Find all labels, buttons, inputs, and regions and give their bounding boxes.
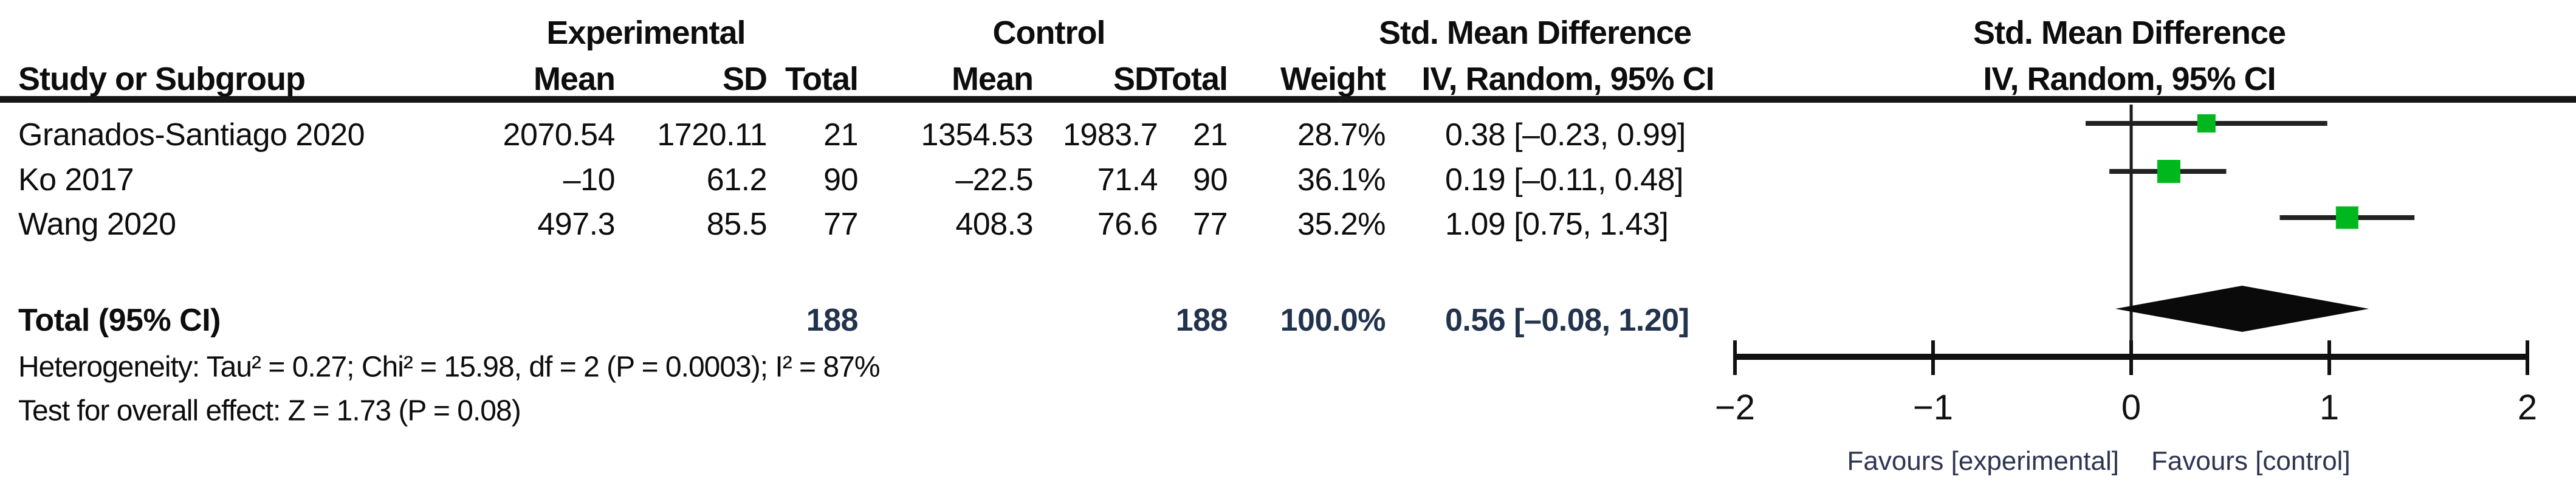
total-ci-text: 0.56 [–0.08, 1.20] xyxy=(1445,303,1689,338)
col-header-ctrl-mean: Mean xyxy=(951,61,1034,97)
cell-ctrl-total: 21 xyxy=(1193,117,1228,153)
total-weight: 100.0% xyxy=(1280,303,1386,338)
cell-exp-total: 21 xyxy=(823,117,858,153)
cell-weight: 35.2% xyxy=(1297,207,1386,242)
cell-weight: 36.1% xyxy=(1297,162,1386,198)
total-label: Total (95% CI) xyxy=(18,303,221,338)
cell-ctrl-sd: 1983.7 xyxy=(1062,117,1158,153)
heterogeneity-note: Heterogeneity: Tau² = 0.27; Chi² = 15.98… xyxy=(18,351,880,384)
cell-ctrl-mean: 1354.53 xyxy=(921,117,1034,153)
group-header-experimental: Experimental xyxy=(546,15,746,51)
cell-exp-sd: 1720.11 xyxy=(657,117,767,153)
axis-tick-label: 2 xyxy=(2518,388,2537,427)
axis-tick-label: −1 xyxy=(1913,388,1953,427)
col-header-exp-mean: Mean xyxy=(533,61,616,97)
cell-ctrl-sd: 76.6 xyxy=(1097,207,1158,242)
pooled-diamond xyxy=(2115,286,2369,332)
total-exp-total: 188 xyxy=(806,303,859,338)
effect-square xyxy=(2335,206,2358,229)
col-header-iv-right: IV, Random, 95% CI xyxy=(1983,61,2276,97)
overall-effect-note: Test for overall effect: Z = 1.73 (P = 0… xyxy=(18,394,521,427)
axis-tick-label: 0 xyxy=(2121,388,2141,427)
col-header-iv-left: IV, Random, 95% CI xyxy=(1421,61,1714,97)
col-header-study: Study or Subgroup xyxy=(18,61,306,97)
group-header-smd-left: Std. Mean Difference xyxy=(1378,15,1692,51)
cell-ctrl-mean: 408.3 xyxy=(955,207,1033,242)
cell-ctrl-total: 77 xyxy=(1193,207,1228,242)
cell-ctrl-mean: –22.5 xyxy=(955,162,1033,198)
col-header-exp-total: Total xyxy=(785,61,859,97)
favours-right-label: Favours [control] xyxy=(2151,446,2351,476)
col-header-ctrl-sd: SD xyxy=(1113,61,1158,97)
cell-weight: 28.7% xyxy=(1297,117,1386,153)
cell-exp-mean: 497.3 xyxy=(537,207,615,242)
axis-tick-label: 1 xyxy=(2320,388,2339,427)
study-name: Wang 2020 xyxy=(18,207,176,242)
effect-square xyxy=(2197,114,2216,133)
study-name: Granados-Santiago 2020 xyxy=(18,117,365,153)
cell-exp-total: 90 xyxy=(823,162,858,198)
col-header-exp-sd: SD xyxy=(722,61,768,97)
cell-ci-text: 0.38 [–0.23, 0.99] xyxy=(1445,117,1686,153)
cell-ci-text: 0.19 [–0.11, 0.48] xyxy=(1445,162,1683,198)
group-header-smd-right: Std. Mean Difference xyxy=(1973,15,2286,51)
cell-ctrl-total: 90 xyxy=(1193,162,1228,198)
cell-exp-sd: 61.2 xyxy=(706,162,768,198)
cell-exp-mean: –10 xyxy=(563,162,616,198)
header-rule xyxy=(0,96,2576,103)
cell-exp-total: 77 xyxy=(823,207,858,242)
group-header-control: Control xyxy=(992,15,1106,51)
axis-tick-label: −2 xyxy=(1715,388,1755,427)
col-header-weight: Weight xyxy=(1280,61,1386,97)
cell-ci-text: 1.09 [0.75, 1.43] xyxy=(1445,207,1669,242)
cell-exp-sd: 85.5 xyxy=(706,207,768,242)
favours-left-label: Favours [experimental] xyxy=(1847,446,2119,476)
total-ctrl-total: 188 xyxy=(1175,303,1228,338)
effect-square xyxy=(2157,160,2180,183)
cell-exp-mean: 2070.54 xyxy=(503,117,616,153)
col-header-ctrl-total: Total xyxy=(1155,61,1228,97)
cell-ctrl-sd: 71.4 xyxy=(1097,162,1158,198)
study-name: Ko 2017 xyxy=(18,162,134,198)
